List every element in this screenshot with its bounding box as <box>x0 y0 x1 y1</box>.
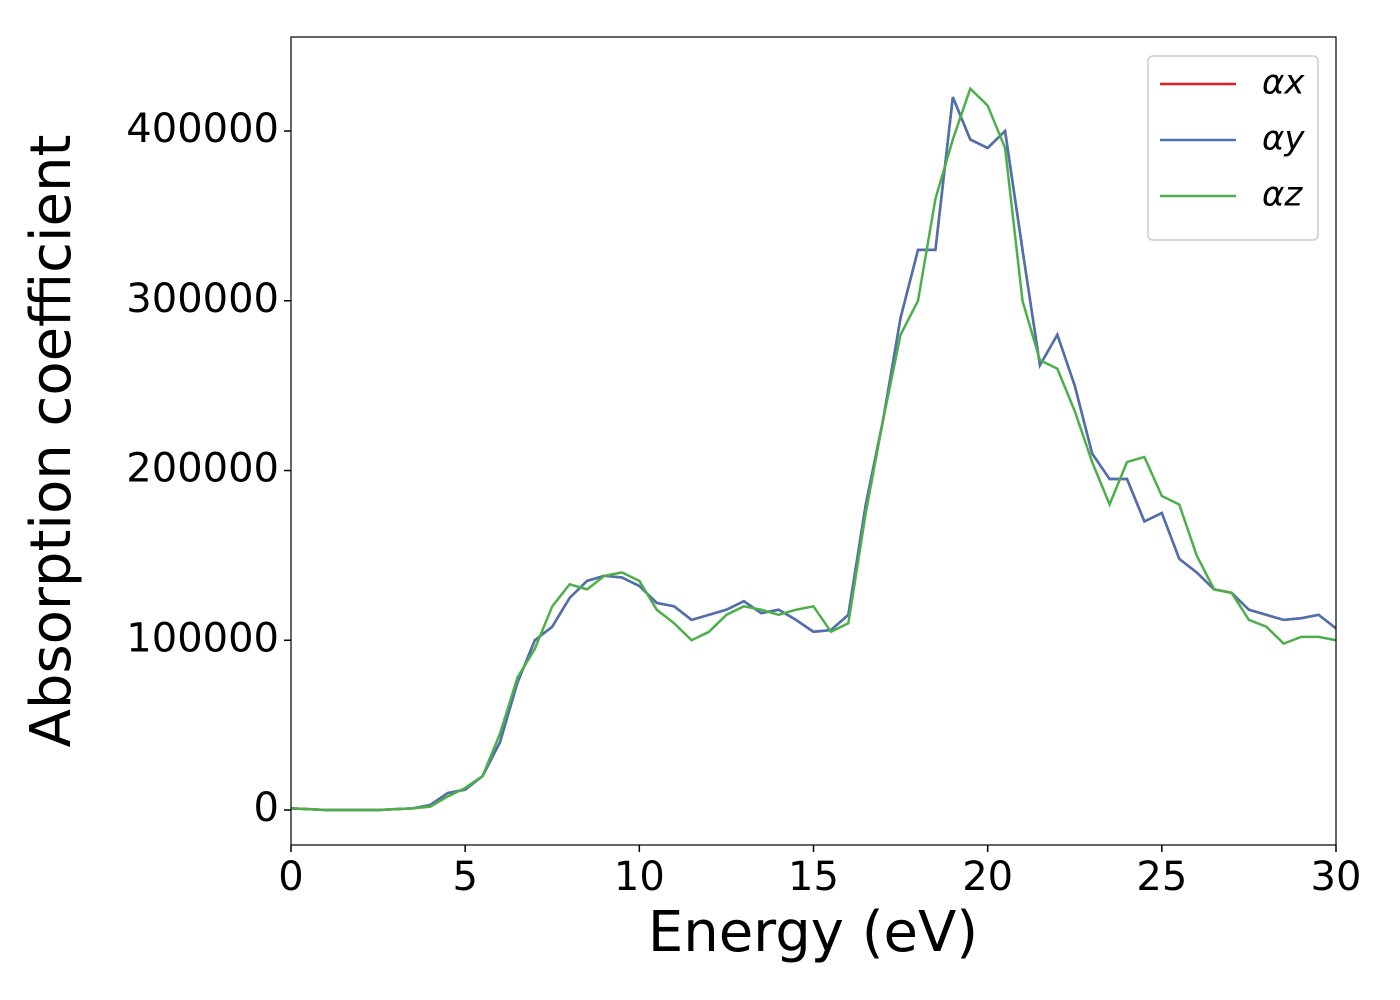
x-tick-label: 25 <box>1136 854 1187 900</box>
y-tick-label: 0 <box>254 785 279 831</box>
x-tick-label: 15 <box>788 854 839 900</box>
y-tick-label: 300000 <box>126 276 279 322</box>
y-tick-label: 200000 <box>126 446 279 492</box>
plot-frame <box>290 36 1337 846</box>
x-tick-label: 5 <box>452 854 477 900</box>
y-tick-label: 400000 <box>126 106 279 152</box>
x-tick-label: 20 <box>962 854 1013 900</box>
y-axis-label: Absorption coefficient <box>19 135 84 748</box>
legend-box <box>1147 55 1319 241</box>
y-tick-label: 100000 <box>126 615 279 661</box>
x-tick-label: 0 <box>278 854 303 900</box>
legend-label: αx <box>1262 63 1305 103</box>
series-line <box>290 86 1337 812</box>
series-line <box>290 96 1337 812</box>
x-tick-label: 10 <box>614 854 665 900</box>
legend-label: αy <box>1262 119 1305 159</box>
legend-label: αz <box>1262 175 1303 215</box>
x-tick-label: 30 <box>1311 854 1362 900</box>
x-axis-label: Energy (eV) <box>648 900 978 965</box>
